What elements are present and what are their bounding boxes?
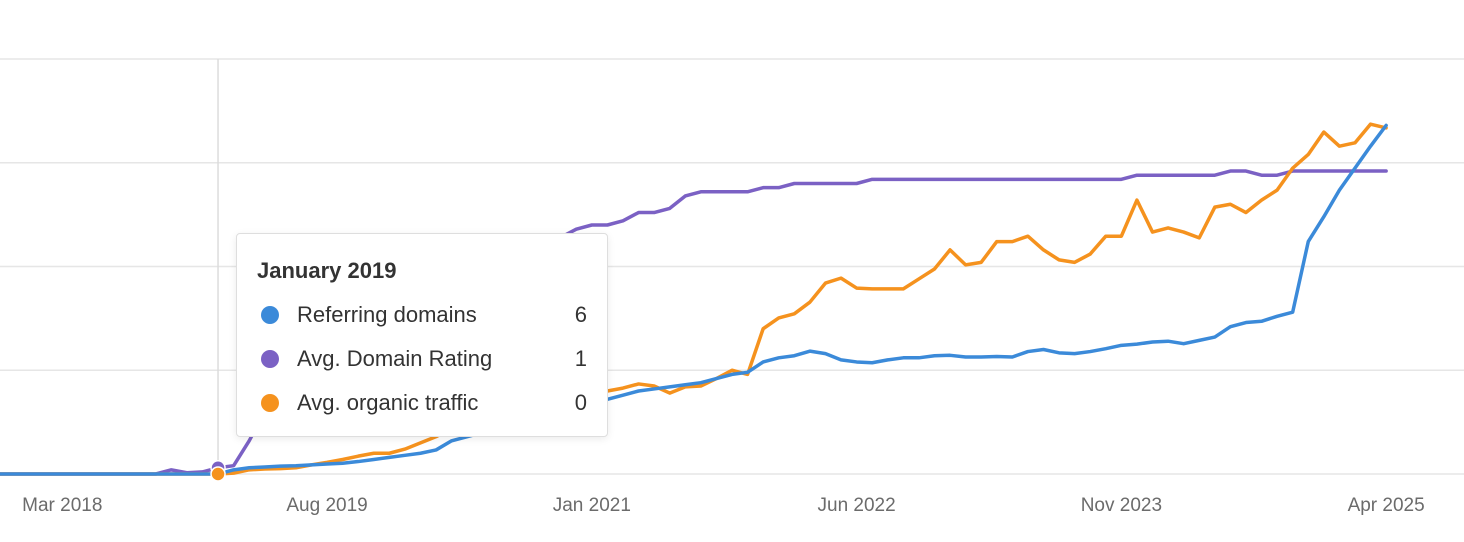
x-tick-label: Apr 2025 [1348, 495, 1425, 516]
x-tick-label: Jan 2021 [553, 495, 631, 516]
series-line [0, 169, 1388, 476]
x-tick-label: Jun 2022 [818, 495, 896, 516]
legend-label: Referring domains [297, 302, 477, 327]
tooltip-value: 6 [574, 302, 587, 327]
legend-marker [261, 306, 279, 324]
tooltip-row: Referring domains 6 [257, 300, 587, 330]
tooltip: January 2019 Referring domains 6 Avg. Doma… [236, 233, 608, 437]
tooltip-value: 0 [574, 390, 587, 415]
hover-point [210, 466, 226, 482]
tooltip-value: 1 [574, 346, 587, 371]
tooltip-row: Avg. Domain Rating 1 [257, 344, 587, 374]
series-line [0, 123, 1388, 476]
series-line [0, 122, 1388, 476]
legend-marker [261, 350, 279, 368]
tooltip-row: Avg. organic traffic 0 [257, 388, 587, 418]
legend-label: Avg. organic traffic [297, 390, 479, 415]
legend-marker [261, 394, 279, 412]
x-tick-label: Mar 2018 [22, 495, 102, 516]
x-tick-label: Aug 2019 [286, 495, 367, 516]
legend-label: Avg. Domain Rating [297, 346, 493, 371]
x-tick-label: Nov 2023 [1081, 495, 1162, 516]
tooltip-title: January 2019 [257, 258, 397, 283]
